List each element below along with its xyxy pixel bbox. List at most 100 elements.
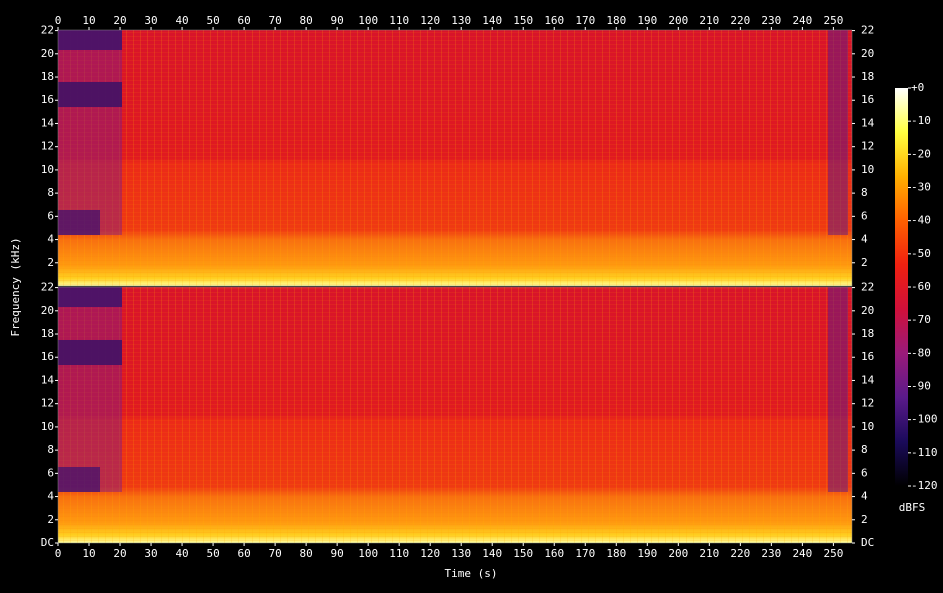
y-tick-label: 4 — [47, 490, 54, 503]
y-tick-label: 2 — [861, 513, 868, 526]
y-tick-label: 14 — [861, 116, 875, 129]
colorbar-tick-label: +0 — [911, 81, 924, 94]
x-tick-label: 180 — [606, 547, 626, 560]
x-tick-label: 220 — [730, 14, 750, 27]
colorbar-tick-label: -90 — [911, 380, 931, 393]
x-tick-label: 240 — [792, 547, 812, 560]
x-tick-label: 40 — [175, 14, 188, 27]
x-tick-label: 20 — [113, 14, 126, 27]
x-tick-label: 110 — [389, 547, 409, 560]
texture — [58, 30, 852, 286]
x-tick-label: 140 — [482, 14, 502, 27]
y-tick-label: 20 — [41, 304, 54, 317]
colorbar-tick-label: -20 — [911, 147, 931, 160]
x-tick-label: 50 — [206, 547, 219, 560]
x-tick-label: 230 — [761, 14, 781, 27]
y-tick-label: 4 — [861, 490, 868, 503]
quiet-region — [58, 287, 122, 492]
y-tick-label: 4 — [861, 233, 868, 246]
x-tick-label: 120 — [420, 547, 440, 560]
quiet-region — [58, 210, 100, 235]
x-tick-label: 70 — [268, 547, 281, 560]
y-tick-label: 12 — [41, 397, 54, 410]
x-tick-label: 220 — [730, 547, 750, 560]
quiet-region — [58, 30, 122, 235]
colorbar-tick-label: -40 — [911, 214, 931, 227]
plot-frame — [57, 286, 853, 544]
y-tick-label: 2 — [47, 256, 54, 269]
x-tick-label: 170 — [575, 14, 595, 27]
x-tick-label: 160 — [544, 547, 564, 560]
x-tick-label: 160 — [544, 14, 564, 27]
x-tick-label: 80 — [300, 547, 313, 560]
y-tick-label: 22 — [41, 281, 54, 294]
x-tick-label: 190 — [637, 14, 657, 27]
y-tick-label: 20 — [861, 304, 874, 317]
y-tick-label: 8 — [861, 186, 868, 199]
y-tick-label: 22 — [861, 24, 874, 37]
x-tick-label: 90 — [331, 547, 344, 560]
x-tick-label: 60 — [237, 547, 250, 560]
x-tick-label: 110 — [389, 14, 409, 27]
y-tick-label: 14 — [861, 373, 875, 386]
x-tick-label: 250 — [823, 14, 843, 27]
y-tick-label: 12 — [861, 140, 874, 153]
y-tick-label: 6 — [47, 466, 54, 479]
x-tick-label: 250 — [823, 547, 843, 560]
x-tick-label: 30 — [144, 547, 157, 560]
panels — [58, 30, 852, 543]
channel-1 — [58, 30, 852, 286]
y-tick-label: 12 — [861, 397, 874, 410]
quiet-region — [828, 287, 848, 492]
colorbar-tick-label: -50 — [911, 247, 931, 260]
x-tick-label: 50 — [206, 14, 219, 27]
y-tick-label: DC — [41, 536, 54, 549]
y-tick-label: 22 — [861, 281, 874, 294]
x-tick-label: 230 — [761, 547, 781, 560]
x-tick-label: 40 — [175, 547, 188, 560]
y-tick-label: 18 — [41, 327, 54, 340]
x-tick-label: 150 — [513, 14, 533, 27]
quiet-region — [58, 467, 100, 492]
colorbar-tick-label: -70 — [911, 313, 931, 326]
y-tick-label: 2 — [47, 513, 54, 526]
colorbar — [895, 88, 908, 486]
y-tick-label: 14 — [41, 373, 55, 386]
x-tick-label: 10 — [82, 547, 95, 560]
x-tick-label: 130 — [451, 547, 471, 560]
x-tick-label: 210 — [699, 547, 719, 560]
colorbar-tick-label: -80 — [911, 346, 931, 359]
y-tick-label: 6 — [47, 209, 54, 222]
y-tick-label: 6 — [861, 466, 868, 479]
plot-frame — [57, 29, 853, 287]
y-tick-label: 10 — [861, 420, 874, 433]
x-tick-label: 80 — [300, 14, 313, 27]
x-tick-label: 10 — [82, 14, 95, 27]
y-tick-label: 8 — [47, 186, 54, 199]
quiet-region — [58, 30, 122, 50]
x-tick-label: 140 — [482, 547, 502, 560]
y-tick-label: 22 — [41, 24, 54, 37]
x-tick-label: 150 — [513, 547, 533, 560]
y-tick-label: 10 — [861, 163, 874, 176]
x-tick-label: 190 — [637, 547, 657, 560]
y-tick-label: 18 — [861, 327, 874, 340]
x-axis-label: Time (s) — [445, 567, 498, 580]
x-tick-label: 170 — [575, 547, 595, 560]
colorbar-tick-label: -60 — [911, 280, 931, 293]
x-tick-label: 0 — [55, 14, 62, 27]
texture — [58, 287, 852, 543]
y-tick-label: 10 — [41, 163, 54, 176]
quiet-region — [58, 287, 122, 307]
y-axis-label: Frequency (kHz) — [9, 237, 22, 336]
x-tick-label: 120 — [420, 14, 440, 27]
x-tick-label: 240 — [792, 14, 812, 27]
y-tick-label: 4 — [47, 233, 54, 246]
x-tick-label: 90 — [331, 14, 344, 27]
y-tick-label: 16 — [41, 93, 54, 106]
x-tick-label: 0 — [55, 547, 62, 560]
colorbar-tick-label: -100 — [911, 413, 938, 426]
quiet-region — [58, 82, 122, 107]
y-tick-label: 12 — [41, 140, 54, 153]
